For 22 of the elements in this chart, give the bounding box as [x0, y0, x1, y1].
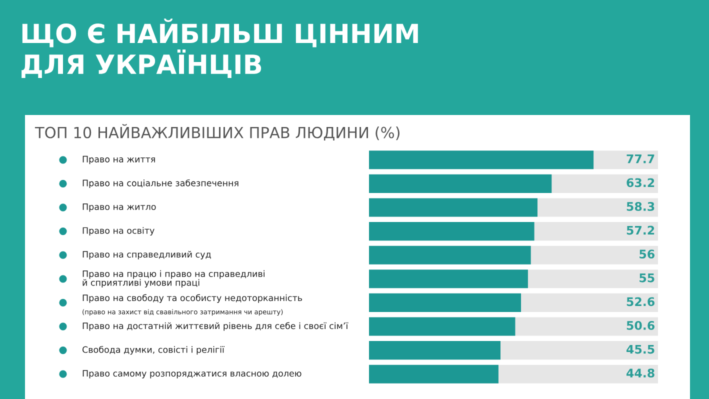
data-label: 63.2: [626, 178, 654, 188]
data-label: 57.2: [626, 226, 654, 235]
y-tick-label: Право на свободу та особисту недоторканність: [82, 294, 302, 303]
y-tick-label: Право на житло: [82, 204, 156, 212]
chart-title: ЩО Є НАЙБІЛЬШ ЦІННИМ ДЛЯ УКРАЇНЦІВ: [22, 18, 418, 78]
y-tick-label: Право на достатній життєвий рівень для себе і своєї сім’ї: [82, 322, 348, 331]
y-tick-label: Право самому розпоряджатися власною долею: [82, 370, 302, 378]
data-label: 58.3: [626, 202, 654, 211]
data-label: 50.6: [626, 320, 654, 330]
data-label: 56: [640, 250, 654, 259]
y-tick-label: Право на освіту: [82, 227, 154, 236]
data-label: 52.6: [626, 297, 654, 306]
data-label: 44.8: [626, 368, 654, 378]
y-tick-label: Право на справедливий суд: [82, 250, 211, 260]
y-tick-label: Право на життя: [82, 156, 155, 164]
data-label: 45.5: [626, 344, 654, 354]
data-label: 55: [640, 274, 654, 282]
text: ТОП 10 НАЙВАЖЛИВІШИХ ПРАВ ЛЮДИНИ (%): [34, 124, 400, 140]
y-tick-label: Право на соціальне забезпечення: [82, 179, 238, 188]
data-label: 77.7: [626, 154, 654, 164]
y-tick-label: Право на працю і право на справедливі й сприятливі умови праці: [82, 270, 264, 288]
y-tick-label: Свобода думки, совісті і релігії: [82, 346, 224, 355]
